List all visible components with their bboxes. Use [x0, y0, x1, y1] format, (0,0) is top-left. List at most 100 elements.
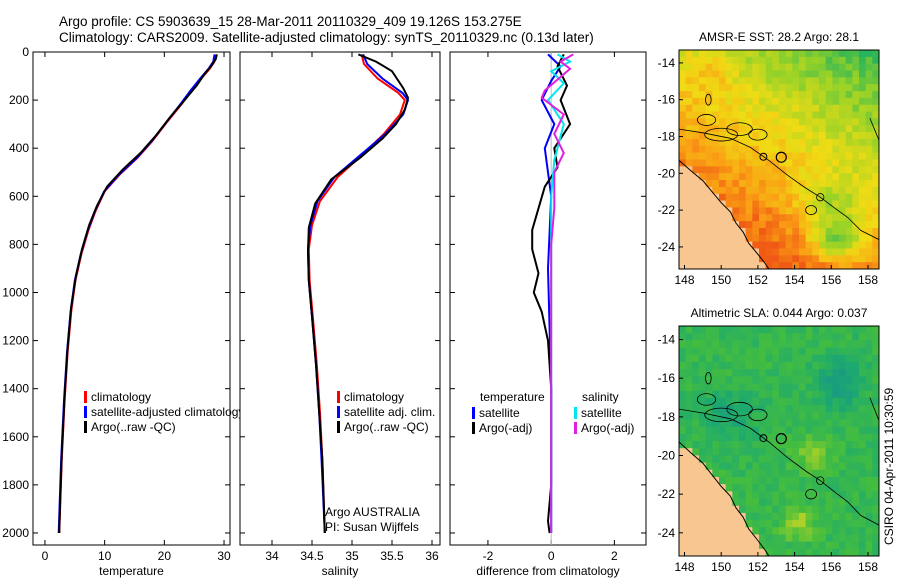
sla_map-cell [765, 433, 773, 442]
sla_map-cell [805, 534, 813, 543]
sla_map-cell [759, 390, 767, 399]
sla_map-cell [739, 419, 747, 428]
sla_map-cell [712, 498, 720, 507]
sla_map-cell [792, 340, 800, 349]
sla_map-coastline [679, 441, 770, 556]
sla_map-cell [692, 326, 700, 334]
salinity-xtick-label: 35 [345, 549, 359, 563]
sla_map-cell [799, 369, 807, 377]
sla_map-reef-outline [816, 476, 825, 485]
sla_map-cell [739, 534, 747, 543]
sst_map-cell [852, 97, 860, 106]
sla_map-cell [872, 448, 879, 456]
sla_map-cell [872, 412, 879, 421]
sla_map-cell [699, 397, 707, 406]
sst_map-cell [679, 132, 687, 140]
sla_map-cell [812, 340, 820, 349]
sla_map-cell [692, 520, 700, 528]
sla_map-cell [825, 534, 833, 543]
sst_map-cell [812, 111, 820, 120]
sla_map-cell [765, 426, 773, 435]
sst_map-cell [865, 241, 873, 250]
sla_map-cell [765, 462, 773, 471]
sla_map-cell [699, 333, 707, 341]
sst_map-cell [759, 180, 767, 188]
sst_map-cell [859, 111, 867, 120]
sst_map-cell [859, 159, 867, 167]
sla_map-cell [679, 491, 687, 500]
sst_map-cell [812, 56, 820, 65]
sst_map-cell [865, 214, 873, 222]
sst_map-cell [719, 56, 727, 65]
sla_map-cell [732, 397, 740, 406]
sst_map-cell [765, 186, 773, 195]
sst_map-cell [725, 200, 733, 208]
sla_map-argo-position-marker [775, 433, 787, 445]
sla_map-cell [852, 397, 860, 406]
sst_map-cell [745, 97, 753, 106]
sst_map-cell [745, 145, 753, 154]
sst_map-cell [852, 56, 860, 65]
sst_map-cell [872, 63, 879, 72]
sst_map-cell [819, 138, 827, 147]
sla_map-cell [725, 520, 733, 528]
sst_map-cell [872, 186, 879, 195]
sst_map-cell [799, 97, 807, 106]
temperature-legend-swatch [84, 391, 87, 403]
sst_map-cell [785, 248, 793, 256]
sla_map-cell [692, 484, 700, 492]
sst_map-cell [779, 214, 787, 222]
sst_map-cell [779, 262, 787, 269]
sst_map-cell [792, 118, 800, 126]
sla_map-cell [719, 361, 727, 370]
sst_map-cell [752, 84, 760, 92]
sla_map-cell [739, 426, 747, 435]
sst_map-cell [779, 91, 787, 99]
sla_map-cell [785, 462, 793, 471]
sst_map-cell [779, 248, 787, 256]
sla_map-xtick-label: 152 [748, 560, 768, 574]
sst_map-cell [685, 207, 693, 215]
temperature-ytick-label: 200 [9, 93, 29, 107]
sst_map-cell [839, 186, 847, 195]
sla_map-cell [685, 405, 693, 413]
sst_map-cell [732, 221, 740, 229]
sst_map-cell [832, 125, 840, 133]
sla_map-cell [699, 433, 707, 442]
sla_map-shelf-contour [869, 397, 879, 421]
sst_map-cell [739, 84, 747, 92]
sst_map-cell [765, 125, 773, 133]
sla_map-cell [805, 383, 813, 392]
sst_map-cell [859, 180, 867, 188]
sst_map-cell [685, 227, 693, 236]
sla_map-cell [685, 412, 693, 421]
sla_map-cell [845, 534, 853, 543]
sst_map-cell [852, 180, 860, 188]
temperature-ytick-label: 600 [9, 189, 29, 203]
sla_map-cell [852, 491, 860, 500]
sst_map-coastline [679, 160, 770, 269]
sla_map-cell [712, 333, 720, 341]
sst_map-cell [705, 84, 713, 92]
sst_map-cell [772, 125, 780, 133]
sla_map-cell [679, 347, 687, 356]
sla_map-cell [819, 527, 827, 536]
sst_map-seamount-marker [759, 152, 768, 161]
sla_map-cell [752, 498, 760, 507]
sla_map-cell [852, 520, 860, 528]
sst_map-xtick-label: 150 [711, 273, 731, 287]
sst_map-cell [685, 186, 693, 195]
sst_map-cell [865, 84, 873, 92]
sla_map-cell [779, 527, 787, 536]
sst_map-cell [752, 91, 760, 99]
sla_map-cell [805, 462, 813, 471]
sla_map-cell [759, 527, 767, 536]
sst_map-cell [725, 234, 733, 243]
sla_map-cell [745, 541, 753, 550]
sla_map-cell [745, 361, 753, 370]
sla_map-cell [679, 405, 687, 413]
sla_map-cell [705, 505, 713, 514]
sst_map-cell [819, 63, 827, 72]
sla_map-cell [699, 419, 707, 428]
sst_map-cell [865, 138, 873, 147]
